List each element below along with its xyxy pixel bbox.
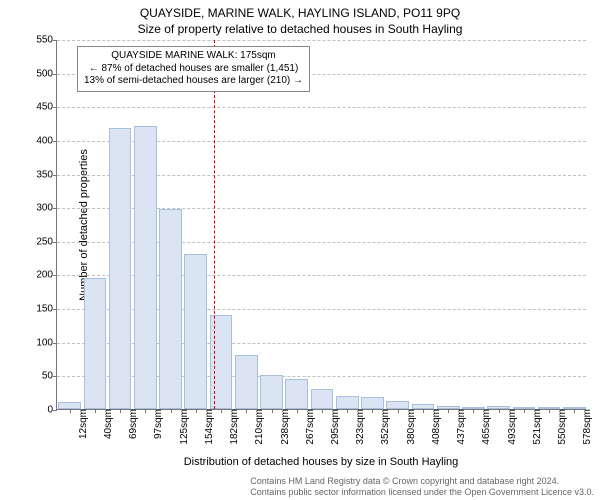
x-tick-mark bbox=[171, 409, 172, 413]
bar bbox=[134, 126, 157, 409]
x-tick-label: 154sqm bbox=[200, 409, 215, 445]
bar bbox=[109, 128, 132, 409]
x-tick-mark bbox=[398, 409, 399, 413]
bar bbox=[311, 389, 334, 409]
x-tick-label: 69sqm bbox=[124, 409, 139, 439]
x-tick-mark bbox=[372, 409, 373, 413]
x-tick-label: 437sqm bbox=[452, 409, 467, 445]
chart-title-2: Size of property relative to detached ho… bbox=[0, 22, 600, 36]
y-tick-mark bbox=[53, 40, 57, 41]
x-tick-mark bbox=[499, 409, 500, 413]
bar bbox=[235, 355, 258, 409]
x-tick-label: 182sqm bbox=[225, 409, 240, 445]
bar bbox=[210, 315, 233, 409]
chart-title-1: QUAYSIDE, MARINE WALK, HAYLING ISLAND, P… bbox=[0, 6, 600, 20]
x-tick-label: 12sqm bbox=[74, 409, 89, 439]
x-tick-label: 210sqm bbox=[250, 409, 265, 445]
reference-line bbox=[214, 40, 215, 409]
gridline-h bbox=[57, 107, 586, 108]
bar bbox=[58, 402, 81, 409]
x-tick-label: 465sqm bbox=[477, 409, 492, 445]
x-tick-mark bbox=[196, 409, 197, 413]
bar bbox=[159, 209, 182, 409]
x-tick-label: 125sqm bbox=[175, 409, 190, 445]
x-tick-label: 238sqm bbox=[276, 409, 291, 445]
x-tick-mark bbox=[448, 409, 449, 413]
x-tick-label: 578sqm bbox=[578, 409, 593, 445]
bar bbox=[260, 375, 283, 409]
x-tick-label: 493sqm bbox=[503, 409, 518, 445]
x-tick-mark bbox=[574, 409, 575, 413]
bar bbox=[84, 278, 107, 409]
x-tick-label: 550sqm bbox=[553, 409, 568, 445]
bar bbox=[285, 379, 308, 409]
x-tick-mark bbox=[145, 409, 146, 413]
bar bbox=[361, 397, 384, 409]
x-tick-mark bbox=[297, 409, 298, 413]
x-tick-label: 380sqm bbox=[402, 409, 417, 445]
bar bbox=[386, 401, 409, 409]
y-tick-mark bbox=[53, 242, 57, 243]
bar bbox=[184, 254, 207, 409]
x-tick-label: 352sqm bbox=[376, 409, 391, 445]
annotation-line-2: ← 87% of detached houses are smaller (1,… bbox=[84, 63, 303, 76]
y-tick-mark bbox=[53, 141, 57, 142]
x-tick-mark bbox=[120, 409, 121, 413]
annotation-line-3: 13% of semi-detached houses are larger (… bbox=[84, 75, 303, 88]
x-tick-label: 40sqm bbox=[99, 409, 114, 439]
y-tick-mark bbox=[53, 208, 57, 209]
x-axis-label: Distribution of detached houses by size … bbox=[56, 456, 586, 468]
x-tick-label: 97sqm bbox=[149, 409, 164, 439]
x-tick-mark bbox=[70, 409, 71, 413]
y-tick-mark bbox=[53, 175, 57, 176]
y-tick-mark bbox=[53, 376, 57, 377]
gridline-h bbox=[57, 40, 586, 41]
y-tick-mark bbox=[53, 410, 57, 411]
y-tick-mark bbox=[53, 74, 57, 75]
x-tick-mark bbox=[423, 409, 424, 413]
x-tick-mark bbox=[347, 409, 348, 413]
x-tick-mark bbox=[524, 409, 525, 413]
x-tick-label: 408sqm bbox=[427, 409, 442, 445]
x-tick-mark bbox=[272, 409, 273, 413]
x-tick-label: 323sqm bbox=[351, 409, 366, 445]
y-tick-mark bbox=[53, 309, 57, 310]
y-tick-mark bbox=[53, 275, 57, 276]
annotation-box: QUAYSIDE MARINE WALK: 175sqm ← 87% of de… bbox=[77, 46, 310, 92]
x-tick-label: 295sqm bbox=[326, 409, 341, 445]
credit-text: Contains HM Land Registry data © Crown c… bbox=[250, 476, 594, 499]
x-tick-label: 267sqm bbox=[301, 409, 316, 445]
x-tick-mark bbox=[322, 409, 323, 413]
x-tick-mark bbox=[246, 409, 247, 413]
x-tick-mark bbox=[221, 409, 222, 413]
plot-area: 05010015020025030035040045050055012sqm40… bbox=[56, 40, 586, 410]
x-tick-label: 521sqm bbox=[528, 409, 543, 445]
x-tick-mark bbox=[95, 409, 96, 413]
bar bbox=[336, 396, 359, 409]
y-tick-mark bbox=[53, 343, 57, 344]
x-tick-mark bbox=[473, 409, 474, 413]
annotation-line-1: QUAYSIDE MARINE WALK: 175sqm bbox=[84, 50, 303, 63]
x-tick-mark bbox=[549, 409, 550, 413]
y-tick-mark bbox=[53, 107, 57, 108]
